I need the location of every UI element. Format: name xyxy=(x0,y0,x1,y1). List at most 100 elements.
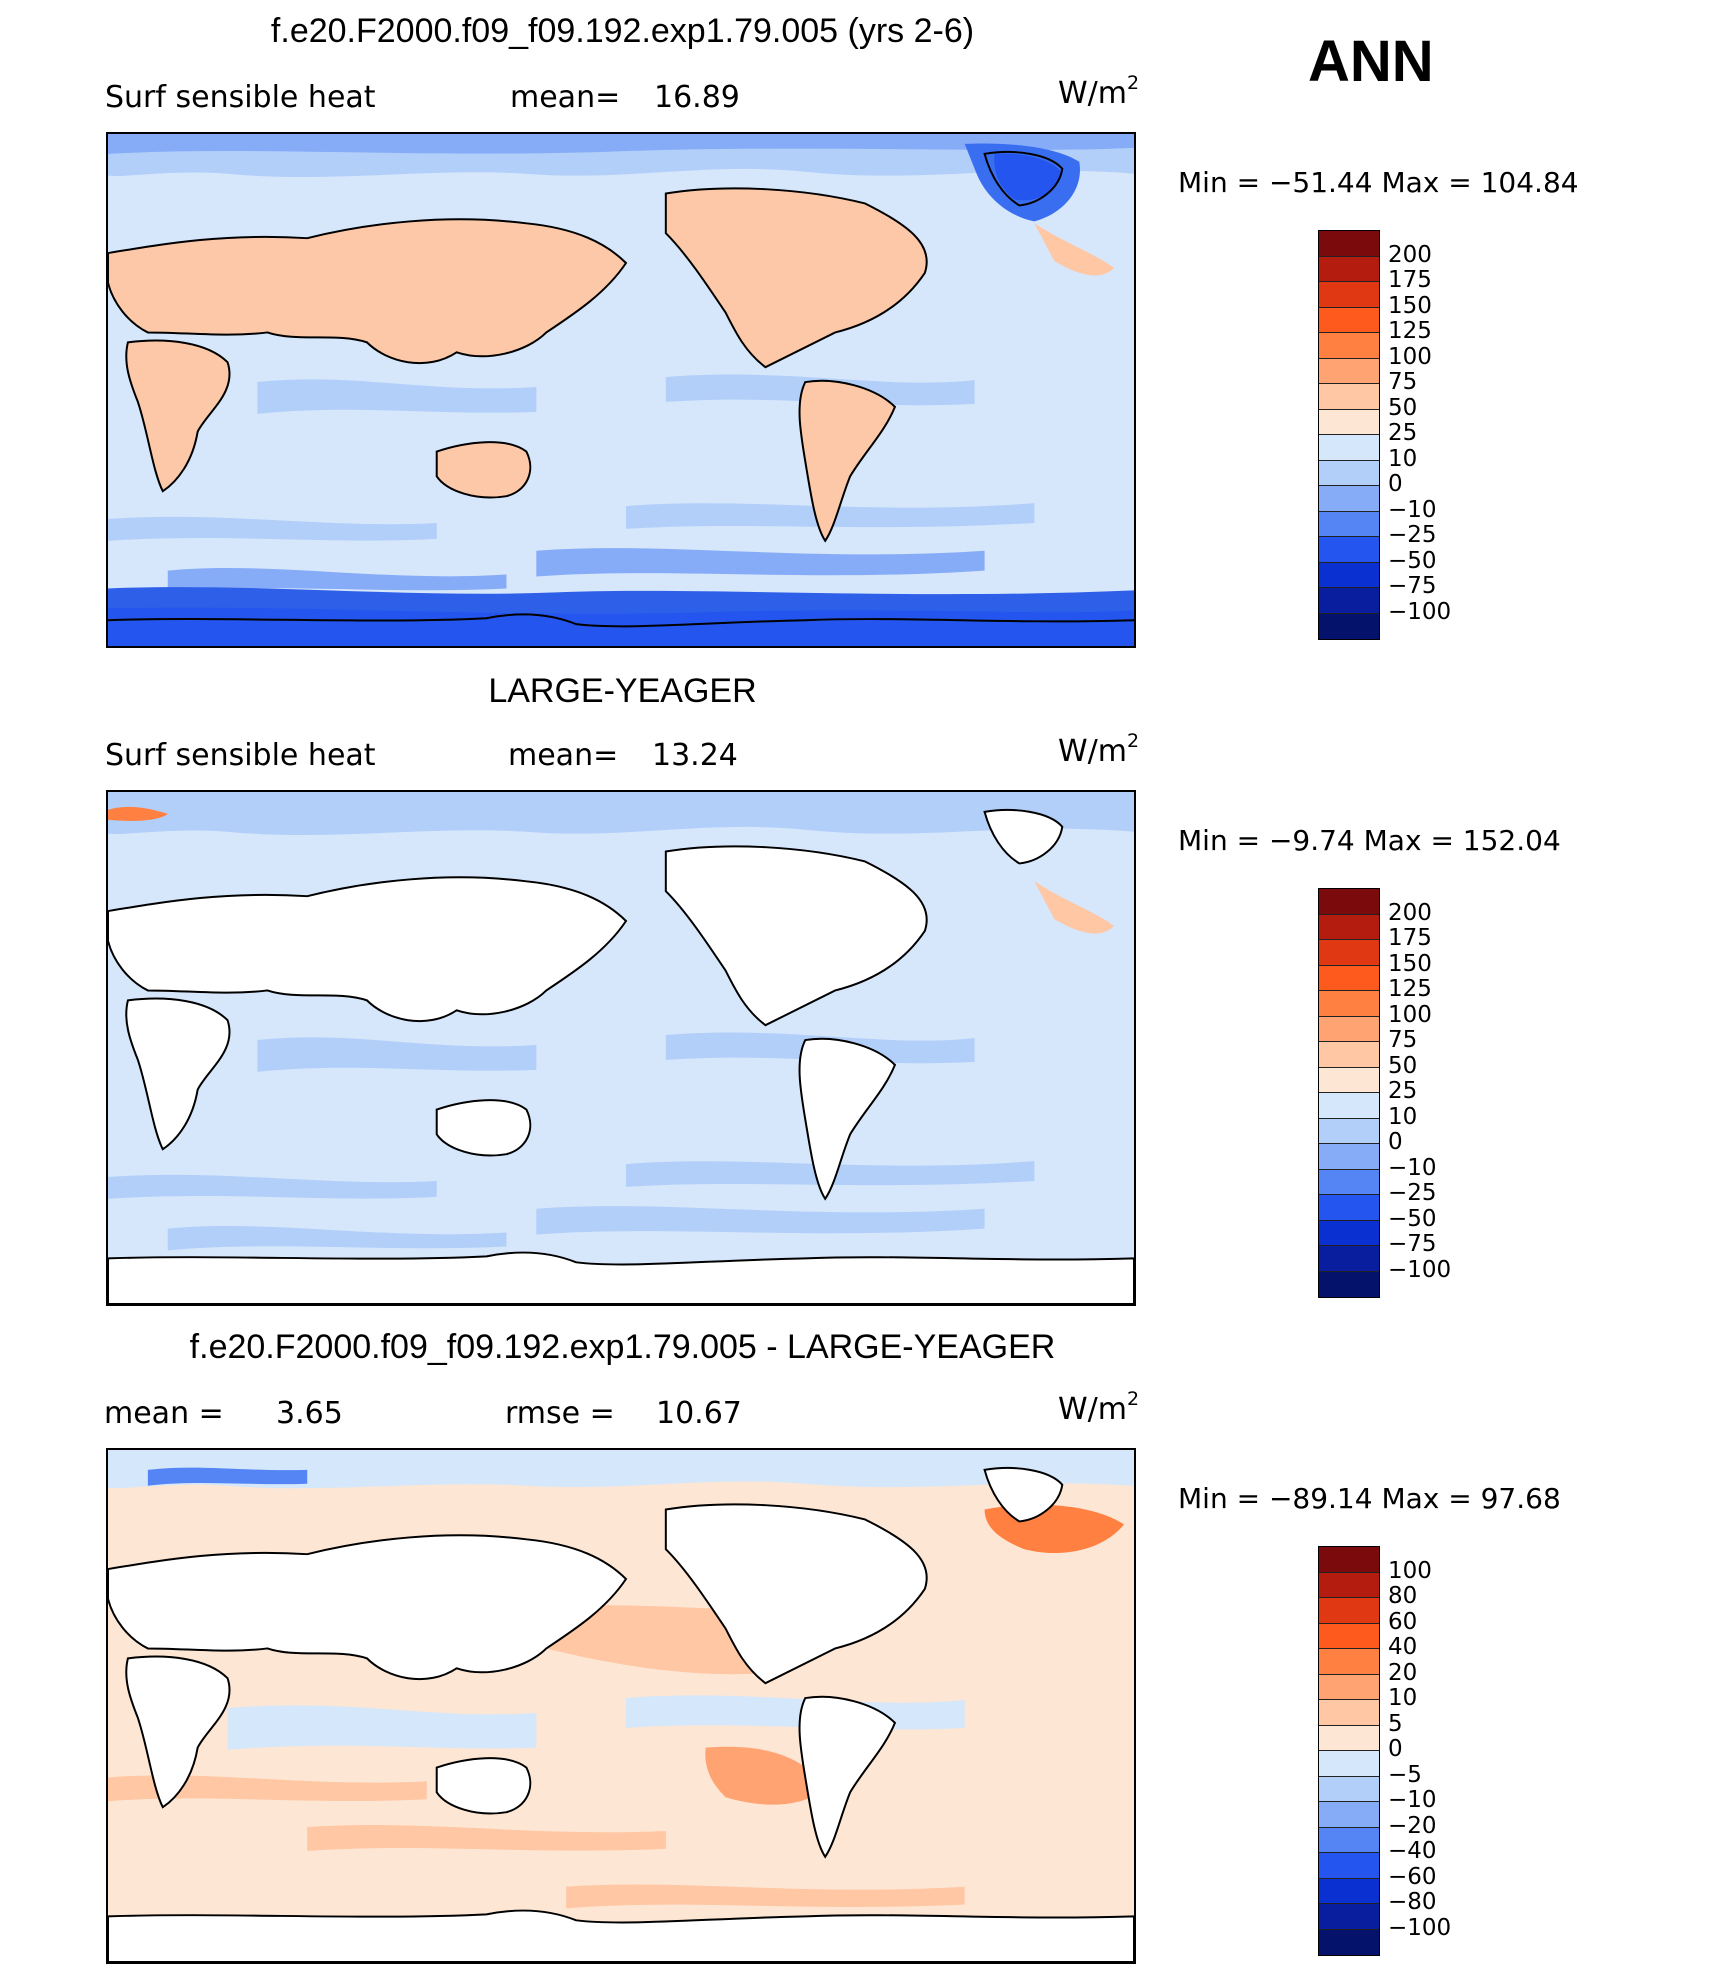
panel-3-colorbar-swatch xyxy=(1319,1623,1379,1649)
colorbar-tick-label: 150 xyxy=(1388,293,1432,319)
colorbar-tick-label: −50 xyxy=(1388,548,1437,574)
panel-2-colorbar-swatch xyxy=(1319,1093,1379,1119)
panel-2-variable-label: Surf sensible heat xyxy=(105,738,376,773)
colorbar-tick-label: 125 xyxy=(1388,318,1432,344)
panel-2-units: W/m2 xyxy=(1058,730,1140,769)
panel-1-field xyxy=(108,134,1134,646)
colorbar-tick-label: −50 xyxy=(1388,1206,1437,1232)
colorbar-tick-label: 0 xyxy=(1388,471,1403,497)
panel-3-rmse-value: 10.67 xyxy=(656,1396,742,1431)
panel-1-colorbar-swatch xyxy=(1319,256,1379,282)
panel-3-field xyxy=(108,1450,1134,1962)
colorbar-tick-label: −25 xyxy=(1388,1180,1437,1206)
colorbar-tick-label: 10 xyxy=(1388,446,1418,472)
panel-3-colorbar-swatch xyxy=(1319,1700,1379,1726)
panel-1-colorbar-swatch xyxy=(1319,613,1379,639)
panel-3-title: f.e20.F2000.f09_f09.192.exp1.79.005 - LA… xyxy=(189,1328,1056,1366)
panel-1-colorbar-swatch xyxy=(1319,511,1379,537)
panel-1-colorbar-swatch xyxy=(1319,588,1379,614)
panel-3-colorbar xyxy=(1318,1546,1380,1956)
colorbar-tick-label: 0 xyxy=(1388,1129,1403,1155)
panel-3-colorbar-swatch xyxy=(1319,1802,1379,1828)
colorbar-tick-label: 175 xyxy=(1388,925,1432,951)
panel-2-colorbar-swatch xyxy=(1319,1169,1379,1195)
colorbar-tick-label: 75 xyxy=(1388,1027,1418,1053)
panel-3-mean-value: 3.65 xyxy=(276,1396,343,1431)
panel-2-min-max: Min = −9.74 Max = 152.04 xyxy=(1178,824,1561,857)
colorbar-tick-label: −80 xyxy=(1388,1889,1437,1915)
panel-1-colorbar-swatch xyxy=(1319,409,1379,435)
panel-2-colorbar-swatch xyxy=(1319,991,1379,1017)
season-label: ANN xyxy=(1308,29,1434,94)
colorbar-tick-label: 25 xyxy=(1388,420,1418,446)
colorbar-tick-label: 100 xyxy=(1388,1002,1432,1028)
panel-1-colorbar-swatch xyxy=(1319,435,1379,461)
panel-1-colorbar xyxy=(1318,230,1380,640)
panel-2-colorbar-swatch xyxy=(1319,1246,1379,1272)
colorbar-tick-label: 0 xyxy=(1388,1736,1403,1762)
panel-2-colorbar-swatch xyxy=(1319,889,1379,915)
panel-3-colorbar-swatch xyxy=(1319,1572,1379,1598)
colorbar-tick-label: 25 xyxy=(1388,1078,1418,1104)
colorbar-tick-label: 10 xyxy=(1388,1104,1418,1130)
panel-2-colorbar-swatch xyxy=(1319,1144,1379,1170)
colorbar-tick-label: 175 xyxy=(1388,267,1432,293)
colorbar-tick-label: −5 xyxy=(1388,1762,1422,1788)
colorbar-tick-label: −10 xyxy=(1388,1787,1437,1813)
colorbar-tick-label: 150 xyxy=(1388,951,1432,977)
panel-1-colorbar-swatch xyxy=(1319,307,1379,333)
panel-1-min-max: Min = −51.44 Max = 104.84 xyxy=(1178,166,1579,199)
panel-2-mean-value: 13.24 xyxy=(652,738,738,773)
colorbar-tick-label: −10 xyxy=(1388,497,1437,523)
panel-2-colorbar-swatch xyxy=(1319,1042,1379,1068)
colorbar-tick-label: −40 xyxy=(1388,1838,1437,1864)
panel-2-colorbar-swatch xyxy=(1319,1271,1379,1297)
panel-1-units: W/m2 xyxy=(1058,72,1140,111)
colorbar-tick-label: −25 xyxy=(1388,522,1437,548)
panel-1-colorbar-swatch xyxy=(1319,358,1379,384)
colorbar-tick-label: −20 xyxy=(1388,1813,1437,1839)
panel-3-colorbar-swatch xyxy=(1319,1751,1379,1777)
colorbar-tick-label: −100 xyxy=(1388,1257,1452,1283)
panel-2-title: LARGE-YEAGER xyxy=(488,672,757,710)
colorbar-tick-label: 5 xyxy=(1388,1711,1403,1737)
panel-2-colorbar-swatch xyxy=(1319,914,1379,940)
panel-1-title: f.e20.F2000.f09_f09.192.exp1.79.005 (yrs… xyxy=(270,12,975,50)
panel-1-colorbar-swatch xyxy=(1319,486,1379,512)
colorbar-tick-label: −60 xyxy=(1388,1864,1437,1890)
panel-2-colorbar-swatch xyxy=(1319,940,1379,966)
panel-2-colorbar-swatch xyxy=(1319,1067,1379,1093)
panel-2-colorbar-swatch xyxy=(1319,1016,1379,1042)
panel-1-map xyxy=(106,132,1136,648)
panel-1-variable-label: Surf sensible heat xyxy=(105,80,376,115)
colorbar-tick-label: 100 xyxy=(1388,344,1432,370)
panel-2-colorbar-swatch xyxy=(1319,965,1379,991)
panel-2-map xyxy=(106,790,1136,1306)
colorbar-tick-label: 125 xyxy=(1388,976,1432,1002)
panel-3-colorbar-swatch xyxy=(1319,1725,1379,1751)
colorbar-tick-label: 50 xyxy=(1388,1053,1418,1079)
panel-1-colorbar-swatch xyxy=(1319,231,1379,257)
colorbar-tick-label: 20 xyxy=(1388,1660,1418,1686)
panel-2-colorbar-swatch xyxy=(1319,1118,1379,1144)
panel-1-colorbar-swatch xyxy=(1319,537,1379,563)
panel-1-mean-value: 16.89 xyxy=(654,80,740,115)
panel-3-colorbar-swatch xyxy=(1319,1929,1379,1955)
colorbar-tick-label: −75 xyxy=(1388,1231,1437,1257)
panel-3-rmse-label: rmse = xyxy=(505,1396,615,1431)
panel-1-colorbar-swatch xyxy=(1319,384,1379,410)
panel-3-min-max: Min = −89.14 Max = 97.68 xyxy=(1178,1482,1561,1515)
colorbar-tick-label: 50 xyxy=(1388,395,1418,421)
panel-3-colorbar-swatch xyxy=(1319,1776,1379,1802)
panel-2-colorbar-swatch xyxy=(1319,1220,1379,1246)
panel-3-colorbar-swatch xyxy=(1319,1827,1379,1853)
panel-3-map xyxy=(106,1448,1136,1964)
panel-3-colorbar-swatch xyxy=(1319,1878,1379,1904)
colorbar-tick-label: 75 xyxy=(1388,369,1418,395)
panel-2-colorbar xyxy=(1318,888,1380,1298)
colorbar-tick-label: 80 xyxy=(1388,1583,1418,1609)
panel-1-colorbar-swatch xyxy=(1319,562,1379,588)
panel-3-units: W/m2 xyxy=(1058,1388,1140,1427)
colorbar-tick-label: 40 xyxy=(1388,1634,1418,1660)
